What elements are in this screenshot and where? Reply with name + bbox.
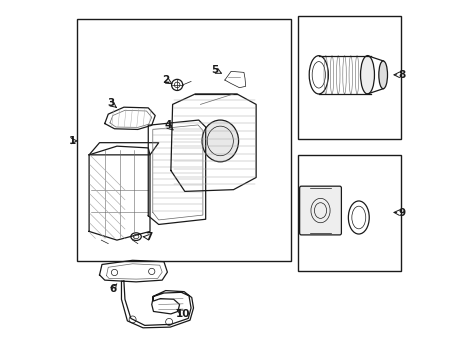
Text: 7: 7 <box>146 232 153 242</box>
Text: 2: 2 <box>162 75 169 85</box>
Ellipse shape <box>379 61 388 89</box>
Text: 9: 9 <box>399 208 406 218</box>
Ellipse shape <box>361 56 374 94</box>
Bar <box>298 16 401 139</box>
Text: 4: 4 <box>164 120 172 130</box>
Text: 3: 3 <box>108 98 115 108</box>
Text: 1: 1 <box>69 136 76 146</box>
Text: 6: 6 <box>110 284 117 294</box>
Text: 10: 10 <box>176 309 190 319</box>
FancyBboxPatch shape <box>300 186 341 235</box>
Bar <box>77 19 291 261</box>
Ellipse shape <box>202 120 238 162</box>
Bar <box>298 155 401 271</box>
Text: 8: 8 <box>399 70 406 80</box>
Text: 5: 5 <box>211 65 218 74</box>
